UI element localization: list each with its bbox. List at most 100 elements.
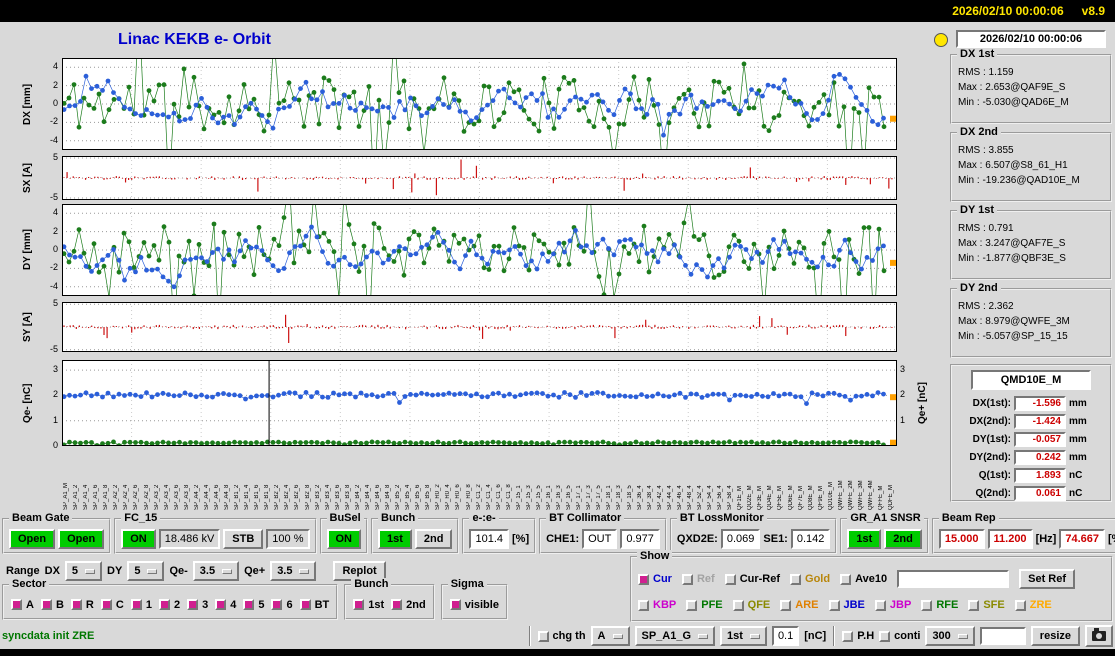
- stat-panel-dx-2nd: DX 2nd RMS : 3.855 Max : 6.507@S8_61_H1 Min…: [950, 126, 1112, 202]
- x-axis-label: SP_48_4: [686, 485, 693, 510]
- plot-canvas-sy: [62, 302, 897, 352]
- camera-button[interactable]: [1085, 625, 1113, 647]
- checkbox-indicator-icon: [921, 599, 933, 611]
- x-axis-label: SP_17_3: [586, 485, 593, 510]
- bunch-1st-button[interactable]: 1st: [378, 528, 412, 549]
- show-checkbox-kbp[interactable]: KBP: [638, 599, 676, 611]
- checkbox-indicator-icon: [70, 599, 82, 610]
- scope-menu[interactable]: A: [590, 626, 630, 646]
- group-e-e: e-:e- 101.4 [%]: [462, 512, 537, 554]
- checkbox-indicator-icon: [271, 599, 283, 610]
- plot-canvas-dx: [62, 58, 897, 150]
- gr-a1-snsr-1st-button[interactable]: 1st: [847, 528, 882, 549]
- x-axis-label: QWFE_1M: [837, 480, 844, 510]
- x-axis-label: QD10E_M: [827, 481, 834, 510]
- bt-lossmonitor-label: SE1:: [763, 532, 788, 545]
- bpm-name-display[interactable]: QMD10E_M: [971, 370, 1091, 390]
- plot-canvas-dy: [62, 204, 897, 296]
- x-axis-label: SP_17_5: [596, 485, 603, 510]
- ref-entry[interactable]: [897, 570, 1010, 588]
- show-checkbox-zre[interactable]: ZRE: [1014, 599, 1052, 611]
- stat-panel-dy-1st: DY 1st RMS : 0.791 Max : 3.247@QAF7E_S Min …: [950, 204, 1112, 280]
- sector-checkbox-3[interactable]: 3: [187, 599, 208, 611]
- checkbox-indicator-icon: [686, 599, 698, 611]
- checkbox-indicator-icon: [879, 630, 891, 642]
- gr-a1-snsr-2nd-button[interactable]: 2nd: [884, 528, 922, 549]
- stat-line: RMS : 2.362: [958, 301, 1014, 312]
- qmd-value: -1.596: [1014, 395, 1066, 411]
- bunch-checkbox-2nd[interactable]: 2nd: [391, 599, 426, 611]
- set-ref-button[interactable]: Set Ref: [1019, 569, 1076, 589]
- sector-checkbox-b[interactable]: B: [40, 599, 64, 611]
- checkbox-label: QFE: [747, 599, 771, 611]
- show-checkbox-jbe[interactable]: JBE: [828, 599, 865, 611]
- resize-button[interactable]: resize: [1030, 626, 1080, 646]
- stat-panel-title: DY 2nd: [957, 282, 1001, 294]
- sector-checkbox-r[interactable]: R: [70, 599, 94, 611]
- show-checkbox-cur[interactable]: Cur: [638, 573, 672, 585]
- fc-15-stb-button[interactable]: STB: [223, 528, 264, 549]
- range-menu-qe[interactable]: 3.5: [270, 561, 317, 581]
- x-axis-label: SP_R0_8: [465, 484, 472, 510]
- option-menu-value: 300: [932, 630, 951, 642]
- separator: [528, 626, 531, 646]
- beam-rep-value: 15.000: [938, 528, 985, 549]
- sector-checkbox-bt[interactable]: BT: [299, 599, 329, 611]
- x-axis-label: QF1E_M: [737, 485, 744, 510]
- show-row-1: Cur Ref Cur-Ref Gold Ave10 Set Ref: [638, 566, 1105, 592]
- sector-checkbox-c[interactable]: C: [100, 599, 124, 611]
- x-axis-label: SP_17_1: [576, 485, 583, 510]
- x-axis-label: SP_B4_8: [385, 484, 391, 510]
- x-axis-label: QD6E_M: [787, 485, 794, 510]
- show-checkbox-ref[interactable]: Ref: [681, 573, 715, 585]
- sector-checkbox-2[interactable]: 2: [158, 599, 180, 611]
- sector-checkbox-1[interactable]: 1: [130, 599, 152, 611]
- status-entry[interactable]: [979, 627, 1026, 645]
- range-menu-dx[interactable]: 5: [64, 561, 103, 581]
- checkbox-label: KBP: [653, 599, 677, 611]
- plot-sx: SX [A] 5 -5: [0, 152, 930, 202]
- bunch-checkbox-1st[interactable]: 1st: [353, 599, 384, 611]
- x-axis-label: QF9E_M: [817, 485, 824, 510]
- show-checkbox-qfe[interactable]: QFE: [732, 599, 771, 611]
- show-checkbox-gold[interactable]: Gold: [790, 573, 830, 585]
- chgth-checkbox-chg-th[interactable]: chg th: [537, 630, 586, 642]
- conti-checkbox-conti[interactable]: conti: [879, 630, 920, 642]
- sector-checkbox-5[interactable]: 5: [243, 599, 264, 611]
- beam-rep-label: [Hz]: [1035, 532, 1057, 545]
- range-menu-dy[interactable]: 5: [127, 561, 165, 581]
- qmd-label: DX(2nd):: [969, 415, 1011, 427]
- show-checkbox-cur-ref[interactable]: Cur-Ref: [724, 573, 780, 585]
- checkbox-indicator-icon: [243, 599, 255, 610]
- show-checkbox-jbp[interactable]: JBP: [874, 599, 911, 611]
- bunch-2nd-button[interactable]: 2nd: [414, 528, 453, 549]
- sector-checkbox-6[interactable]: 6: [271, 599, 293, 611]
- show-checkbox-rfe[interactable]: RFE: [921, 599, 958, 611]
- y-axis-label-dx: DX [mm]: [22, 83, 33, 125]
- ph-checkbox-p-h[interactable]: P.H: [842, 630, 874, 642]
- sector-checkbox-a[interactable]: A: [11, 599, 34, 611]
- show-checkbox-sfe[interactable]: SFE: [968, 599, 1005, 611]
- group-gr-a1-snsr: GR_A1 SNSR 1st 2nd: [840, 512, 929, 554]
- bunch-menu[interactable]: 1st: [720, 626, 767, 646]
- topbar-version: v8.9: [1081, 4, 1105, 18]
- bpm-detail-panel: QMD10E_M DX(1st): -1.596 mm DX(2nd): -1.424 m…: [950, 364, 1112, 502]
- show-checkbox-pfe[interactable]: PFE: [686, 599, 723, 611]
- sigma-checkbox-visible[interactable]: visible: [449, 599, 499, 611]
- checkbox-label: 1st: [368, 598, 385, 611]
- qmd-unit: mm: [1069, 433, 1087, 445]
- range-menu-qe[interactable]: 3.5: [192, 561, 240, 581]
- beam-gate-open-button[interactable]: Open: [9, 528, 56, 549]
- sector-checkbox-4[interactable]: 4: [215, 599, 236, 611]
- x-axis-label: SP_B4_4: [364, 484, 371, 510]
- range-name-qe: Qe+: [244, 565, 266, 577]
- show-checkbox-ave10[interactable]: Ave10: [840, 573, 887, 585]
- fc-15-on-button[interactable]: ON: [121, 528, 156, 549]
- device-menu[interactable]: SP_A1_G: [634, 626, 716, 646]
- rate-menu[interactable]: 300: [925, 626, 975, 646]
- beam-gate-open-button[interactable]: Open: [58, 528, 105, 549]
- stat-panel-dy-2nd: DY 2nd RMS : 2.362 Max : 8.979@QWFE_3M Min …: [950, 282, 1112, 358]
- busel-on-button[interactable]: ON: [326, 528, 361, 549]
- x-axis-label: SP_15_3: [525, 485, 532, 510]
- show-checkbox-are[interactable]: ARE: [780, 599, 819, 611]
